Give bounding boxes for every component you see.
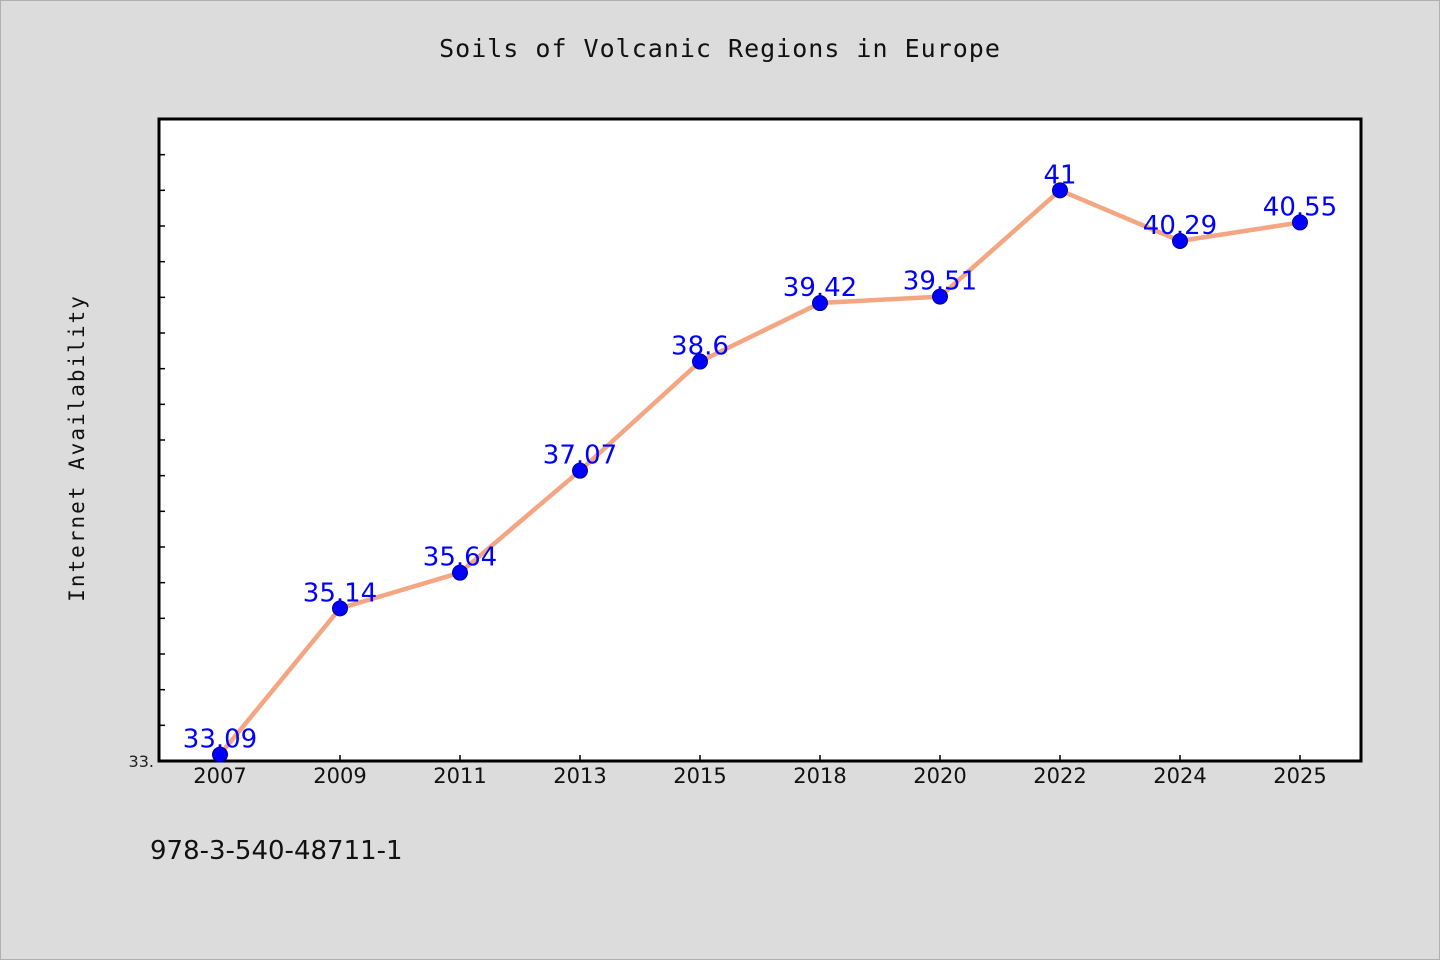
- x-tick-label: 2013: [553, 764, 606, 788]
- data-point: [332, 600, 348, 617]
- x-tick-label: 2011: [433, 764, 486, 788]
- data-point: [452, 564, 468, 581]
- data-labels: 33.09 35.14 35.64 37.07 38.6 39.42 39.51 41 40.2…: [183, 160, 1337, 754]
- data-label: 35.14: [303, 578, 377, 608]
- x-tick-label: 2022: [1033, 764, 1086, 788]
- data-label: 40.29: [1143, 211, 1217, 241]
- chart-title: Soils of Volcanic Regions in Europe: [439, 34, 1001, 63]
- data-markers: [212, 182, 1308, 763]
- data-point: [692, 353, 708, 370]
- book-identifier: 978-3-540-48711-1: [150, 836, 403, 866]
- data-point: [212, 746, 228, 763]
- x-tick-label: 2025: [1273, 764, 1326, 788]
- data-label: 41: [1043, 160, 1076, 190]
- x-tick-label: 2007: [193, 764, 246, 788]
- data-label: 39.51: [903, 267, 977, 297]
- plot-area: [157, 117, 1363, 763]
- data-label: 39.42: [783, 273, 857, 303]
- data-point: [1172, 232, 1188, 249]
- series-line: [217, 188, 1303, 757]
- data-label: 37.07: [543, 441, 617, 471]
- x-tick-label: 2018: [793, 764, 846, 788]
- y-tick-label: 33.: [129, 752, 154, 771]
- x-tick-label: 2020: [913, 764, 966, 788]
- y-axis-ticks: [159, 153, 165, 762]
- x-tick-label: 2015: [673, 764, 726, 788]
- data-point: [932, 288, 948, 305]
- data-label: 35.64: [423, 543, 497, 573]
- data-label: 33.09: [183, 725, 257, 755]
- data-point: [572, 462, 588, 479]
- x-axis-tick-labels: 2007 2009 2011 2013 2015 2018 2020 2022 2024 2025: [193, 764, 1326, 788]
- data-point: [1052, 182, 1068, 199]
- data-label: 40.55: [1263, 192, 1337, 222]
- data-point: [1292, 214, 1308, 231]
- x-tick-label: 2009: [313, 764, 366, 788]
- x-tick-label: 2024: [1153, 764, 1206, 788]
- data-label: 38.6: [671, 332, 729, 362]
- data-point: [812, 295, 828, 312]
